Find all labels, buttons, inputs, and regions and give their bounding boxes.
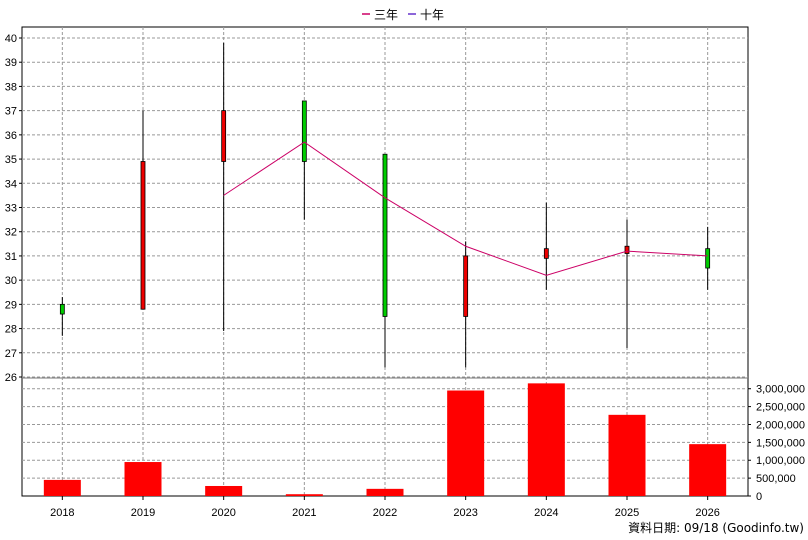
price-tick-label: 37 bbox=[5, 106, 17, 118]
x-tick-label: 2020 bbox=[211, 507, 235, 519]
chart-legend: 三年 十年 bbox=[362, 8, 444, 22]
x-tick-label: 2019 bbox=[131, 507, 155, 519]
price-tick-label: 38 bbox=[5, 81, 17, 93]
candle-body-2026 bbox=[705, 248, 711, 269]
price-tick-label: 36 bbox=[5, 130, 17, 142]
x-tick-label: 2024 bbox=[534, 507, 558, 519]
candle-body-2018 bbox=[59, 303, 65, 315]
candle-body-2020 bbox=[221, 110, 227, 162]
candle-body-2025 bbox=[624, 245, 630, 254]
volume-tick-label: 500,000 bbox=[756, 473, 796, 485]
price-tick-label: 31 bbox=[5, 251, 17, 263]
volume-axis: 0 500,000 1,000,000 1,500,000 2,000,000 2,500… bbox=[748, 384, 805, 503]
price-tick-label: 27 bbox=[5, 348, 17, 360]
candle-body-2022 bbox=[382, 153, 388, 317]
volume-bar-2024 bbox=[527, 383, 565, 496]
price-tick-label: 26 bbox=[5, 372, 17, 384]
moving-average-line bbox=[223, 141, 708, 276]
volume-bar-2023 bbox=[447, 390, 485, 496]
price-tick-label: 29 bbox=[5, 299, 17, 311]
price-axis: 26 27 28 29 30 31 32 33 34 35 36 37 38 39 40 bbox=[5, 33, 22, 384]
candle-body-2024 bbox=[543, 248, 549, 259]
volume-bars bbox=[43, 383, 727, 496]
ma-line-三年 bbox=[223, 141, 708, 276]
volume-bar-2022 bbox=[366, 488, 404, 496]
x-tick-label: 2018 bbox=[50, 507, 74, 519]
price-tick-label: 35 bbox=[5, 154, 17, 166]
x-tick-label: 2023 bbox=[453, 507, 477, 519]
volume-tick-label: 2,000,000 bbox=[756, 419, 805, 431]
legend-label: 十年 bbox=[420, 8, 444, 22]
volume-bar-2021 bbox=[285, 494, 323, 496]
x-tick-label: 2022 bbox=[373, 507, 397, 519]
volume-tick-label: 2,500,000 bbox=[756, 402, 805, 414]
candle-body-2023 bbox=[463, 255, 469, 317]
volume-bar-2019 bbox=[124, 462, 162, 496]
legend-label: 三年 bbox=[374, 8, 398, 22]
candlesticks bbox=[59, 42, 711, 368]
volume-bar-2025 bbox=[608, 414, 646, 496]
price-tick-label: 39 bbox=[5, 57, 17, 69]
candle-body-2021 bbox=[301, 100, 307, 162]
x-tick-label: 2021 bbox=[292, 507, 316, 519]
data-date-footer: 資料日期: 09/18 (Goodinfo.tw) bbox=[628, 521, 804, 535]
volume-tick-label: 3,000,000 bbox=[756, 384, 805, 396]
price-tick-label: 28 bbox=[5, 324, 17, 336]
volume-bar-2020 bbox=[205, 485, 243, 496]
price-tick-label: 40 bbox=[5, 33, 17, 45]
price-tick-label: 33 bbox=[5, 203, 17, 215]
x-axis: 2018 2019 2020 2021 2022 2023 2024 2025 2026 bbox=[50, 496, 720, 519]
x-tick-label: 2026 bbox=[695, 507, 719, 519]
candle-body-2019 bbox=[140, 161, 146, 310]
volume-bar-2018 bbox=[43, 479, 81, 496]
volume-bar-2026 bbox=[689, 444, 727, 496]
volume-tick-label: 1,500,000 bbox=[756, 437, 805, 449]
price-tick-label: 32 bbox=[5, 227, 17, 239]
x-tick-label: 2025 bbox=[615, 507, 639, 519]
volume-tick-label: 0 bbox=[756, 491, 762, 503]
volume-tick-label: 1,000,000 bbox=[756, 455, 805, 467]
price-tick-label: 30 bbox=[5, 275, 17, 287]
price-tick-label: 34 bbox=[5, 178, 17, 190]
